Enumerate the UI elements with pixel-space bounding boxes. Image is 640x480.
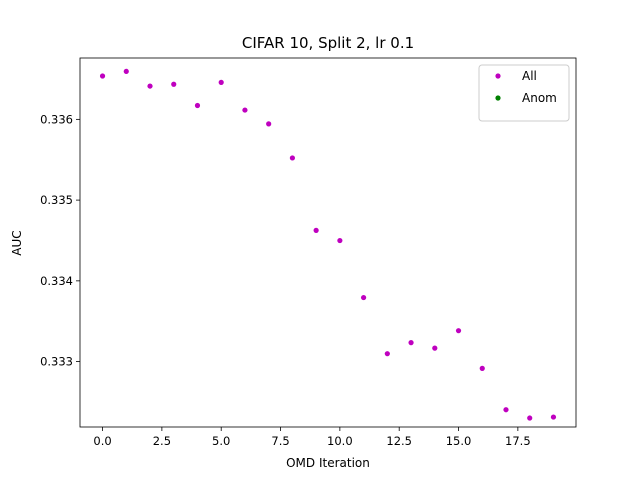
data-point-all [384, 351, 390, 357]
data-point-all [360, 294, 367, 301]
plot-area: 0.0 2.5 5.0 7.5 10.0 12.5 15.0 17.5 0.333 0.334 0.… [40, 57, 577, 448]
data-point-all [123, 68, 129, 75]
data-point-all [527, 415, 533, 421]
legend-marker-anom [495, 95, 501, 101]
x-tick-label: 10.0 [327, 434, 353, 448]
data-point-all [503, 407, 509, 413]
legend-label-anom: Anom [522, 91, 557, 105]
data-point-all [266, 121, 272, 127]
x-axis-label: OMD Iteration [286, 456, 370, 470]
data-point-all [432, 345, 438, 351]
legend-label-all: All [522, 69, 537, 83]
data-point-all [408, 340, 414, 346]
data-point-all [313, 227, 319, 233]
data-point-all [455, 328, 462, 334]
y-axis-label: AUC [10, 230, 24, 255]
data-point-all [550, 414, 557, 420]
data-point-all [171, 81, 177, 87]
y-tick-label: 0.333 [40, 355, 73, 369]
data-point-all [289, 155, 296, 161]
chart-title: CIFAR 10, Split 2, lr 0.1 [242, 34, 414, 52]
data-point-all [218, 79, 224, 85]
axes-frame [79, 57, 577, 428]
legend-marker-all [495, 73, 501, 79]
data-point-all [242, 107, 248, 113]
x-tick-label: 0.0 [93, 434, 111, 448]
x-tick-label: 5.0 [212, 434, 230, 448]
legend-box [478, 64, 570, 122]
data-point-all [479, 365, 485, 371]
x-tick-label: 7.5 [271, 434, 289, 448]
data-point-all [99, 73, 106, 79]
x-tick-label: 17.5 [505, 434, 531, 448]
data-point-all [194, 102, 201, 109]
x-tick-label: 12.5 [386, 434, 412, 448]
y-tick-label: 0.336 [40, 112, 73, 126]
legend: All Anom [478, 64, 570, 122]
data-point-all [147, 83, 153, 89]
data-point-all [337, 237, 343, 244]
y-tick-label: 0.334 [40, 274, 73, 288]
x-tick-label: 2.5 [153, 434, 171, 448]
x-tick-label: 15.0 [446, 434, 472, 448]
y-tick-label: 0.335 [40, 193, 73, 207]
